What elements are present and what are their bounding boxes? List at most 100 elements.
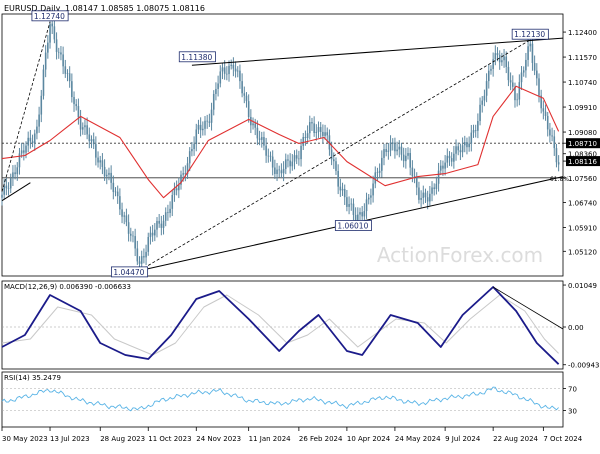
candle-body	[507, 66, 510, 81]
candle-body	[370, 195, 372, 198]
candle-body	[293, 155, 296, 162]
candle-body	[525, 59, 527, 71]
candle-body	[243, 93, 246, 96]
candle-body	[79, 117, 82, 130]
candle-body	[322, 131, 324, 136]
candle-body	[413, 176, 416, 178]
candle-body	[298, 158, 300, 160]
candle-body	[446, 155, 449, 163]
candle-body	[474, 130, 477, 131]
candle-body	[531, 43, 534, 63]
candle-body	[494, 53, 497, 60]
candle-body	[75, 104, 78, 107]
candle-body	[149, 232, 152, 237]
candle-body	[16, 167, 19, 175]
candle-body	[226, 73, 228, 75]
x-tick-label: 7 Oct 2024	[543, 435, 582, 443]
x-tick-label: 28 Aug 2023	[100, 435, 145, 443]
candle-body	[73, 97, 75, 105]
candle-body	[468, 143, 470, 148]
price-panel: 1.12740 1.11380 1.12130 1.06010 1.04470 61.8%…	[1, 10, 600, 278]
macd-signal-line	[1, 294, 559, 356]
candle-body	[418, 187, 420, 200]
candle-body	[164, 212, 167, 221]
x-tick-label: 24 Nov 2023	[196, 435, 241, 443]
candle-body	[291, 161, 294, 167]
candle-body	[95, 144, 97, 158]
candle-body	[542, 108, 545, 112]
candle-body	[239, 70, 241, 82]
candle-body	[450, 158, 453, 162]
candle-body	[324, 132, 326, 136]
candle-body	[119, 196, 121, 210]
y-tick-label: 1.09080	[568, 129, 597, 137]
candle-body	[232, 64, 235, 69]
candle-body	[343, 188, 346, 198]
candle-body	[424, 192, 427, 198]
candle-body	[411, 167, 414, 177]
candle-body	[90, 139, 93, 142]
candle-body	[234, 68, 237, 72]
candle-body	[461, 145, 464, 153]
candle-body	[389, 142, 392, 151]
candle-body	[295, 155, 298, 159]
candle-body	[463, 142, 466, 146]
candle-body	[433, 187, 436, 189]
candle-body	[555, 148, 558, 163]
candle-body	[492, 59, 494, 69]
candle-body	[363, 211, 366, 217]
candle-body	[302, 137, 305, 146]
candle-body	[457, 146, 460, 151]
candle-body	[197, 124, 200, 130]
candle-body	[276, 169, 278, 175]
candle-body	[36, 126, 38, 134]
candle-body	[520, 72, 523, 83]
macd-trendline	[492, 286, 564, 330]
candle-body	[496, 53, 499, 55]
candle-body	[439, 165, 442, 171]
x-axis: 30 May 2023 13 Jul 2023 28 Aug 2023 11 Oct …	[1, 427, 583, 443]
candle-body	[332, 159, 335, 162]
candle-body	[459, 150, 462, 153]
candle-body	[280, 170, 283, 174]
candle-body	[300, 145, 302, 160]
candle-body	[199, 124, 202, 131]
macd-line	[1, 286, 560, 365]
candle-body	[33, 133, 36, 144]
price-label-box	[111, 266, 149, 278]
y-tick-label: 30	[568, 408, 577, 416]
candle-body	[337, 170, 339, 187]
candle-body	[407, 153, 409, 156]
candle-body	[186, 163, 189, 175]
price-label-box	[511, 28, 549, 40]
candle-body	[71, 81, 73, 98]
x-tick-label: 11 Jan 2024	[249, 435, 292, 443]
candle-body	[151, 232, 154, 236]
candle-body	[367, 197, 370, 200]
candle-body	[169, 208, 171, 214]
candle-body	[92, 139, 95, 145]
candle-body	[136, 248, 139, 262]
candle-body	[1, 194, 3, 198]
candle-body	[258, 138, 261, 140]
moving-average-line	[1, 85, 560, 199]
candle-body	[372, 183, 374, 196]
x-tick-label: 26 Feb 2024	[299, 435, 343, 443]
candle-body	[501, 60, 503, 63]
candle-body	[346, 197, 348, 207]
x-tick-label: 22 Aug 2024	[493, 435, 538, 443]
y-tick-label: 1.08116	[568, 158, 597, 166]
price-label-box	[31, 10, 69, 22]
candle-body	[145, 251, 147, 258]
candle-body	[64, 66, 67, 74]
candle-body	[533, 62, 536, 71]
candle-body	[103, 166, 106, 177]
candle-body	[282, 168, 285, 174]
candle-body	[455, 146, 457, 154]
candle-body	[317, 127, 320, 132]
candle-body	[62, 54, 64, 67]
candle-body	[47, 42, 49, 53]
candle-body	[219, 71, 222, 84]
candle-body	[143, 256, 145, 258]
